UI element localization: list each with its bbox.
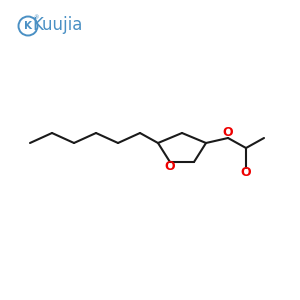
Text: O: O	[165, 160, 175, 172]
Text: K: K	[24, 21, 32, 31]
Text: ®: ®	[34, 15, 39, 20]
Text: O: O	[223, 127, 233, 140]
Text: Kuujia: Kuujia	[33, 16, 83, 34]
Text: O: O	[241, 167, 251, 179]
